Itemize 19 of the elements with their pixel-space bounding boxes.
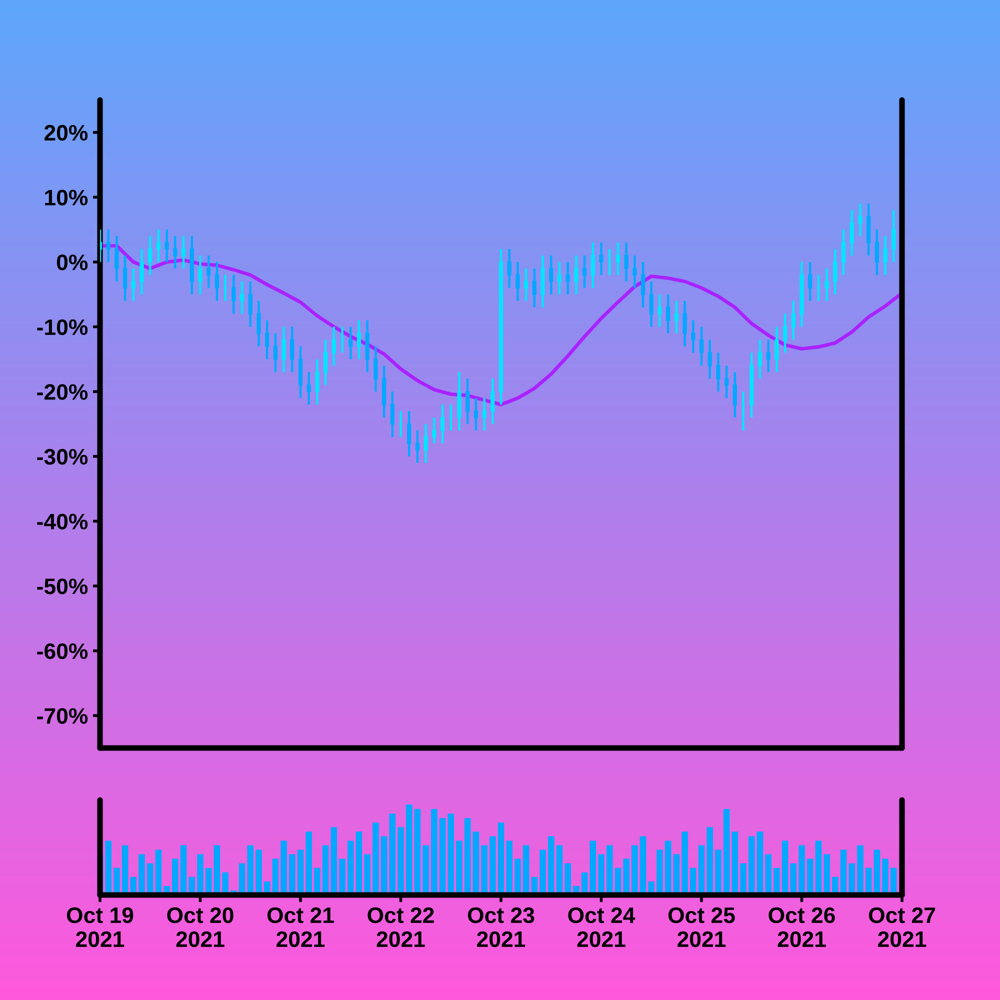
- x-tick-label: Oct 26 2021: [768, 907, 835, 948]
- x-tick-label: Oct 22 2021: [368, 907, 434, 948]
- y-tick-label: 0%: [56, 254, 88, 270]
- y-tick-label: -40%: [37, 514, 88, 530]
- y-tick-label: -70%: [37, 708, 88, 724]
- y-tick-label: -50%: [37, 578, 88, 594]
- x-tick-label: Oct 21 2021: [267, 907, 334, 948]
- y-tick-label: -10%: [37, 319, 88, 336]
- x-tick-label: Oct 25 2021: [668, 907, 735, 948]
- y-tick-label: -20%: [37, 384, 88, 400]
- y-tick-label: 10%: [45, 190, 88, 206]
- x-tick-label: Oct 20 2021: [167, 907, 234, 948]
- y-tick-label: 20%: [44, 124, 88, 141]
- y-tick-label: -30%: [37, 448, 88, 465]
- y-tick-label: -60%: [37, 643, 88, 660]
- x-tick-label: Oct 24 2021: [568, 907, 636, 948]
- x-tick-label: Oct 19 2021: [66, 907, 134, 948]
- x-tick-label: Oct 23 2021: [468, 907, 534, 948]
- x-tick-label: Oct 27 2021: [868, 907, 935, 948]
